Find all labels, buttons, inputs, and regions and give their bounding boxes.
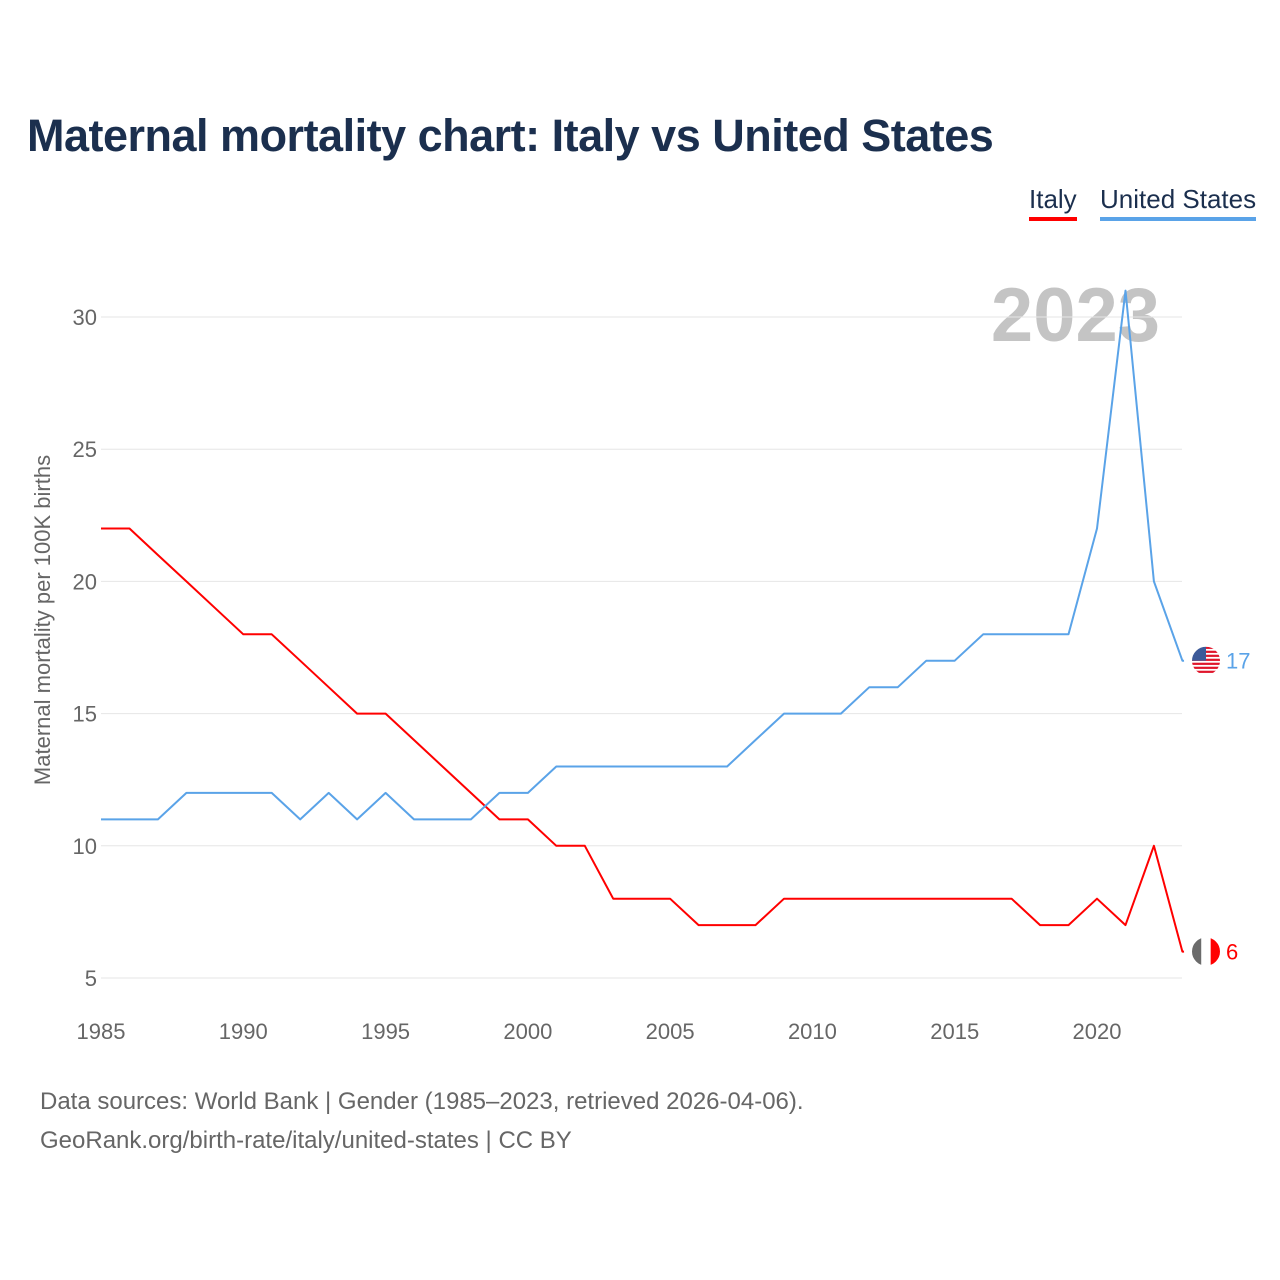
x-tick-label: 2005: [646, 1019, 695, 1044]
chart-title: Maternal mortality chart: Italy vs Unite…: [27, 110, 994, 161]
x-tick-label: 1985: [77, 1019, 126, 1044]
us-flag-icon: [1192, 670, 1220, 673]
x-tick-label: 2000: [503, 1019, 552, 1044]
y-tick-label: 30: [73, 305, 97, 330]
y-tick-label: 25: [73, 437, 97, 462]
x-tick-label: 2015: [930, 1019, 979, 1044]
italy-flag-icon: [1210, 937, 1220, 966]
series-line-united-states: [101, 289, 1192, 821]
x-tick-label: 2010: [788, 1019, 837, 1044]
footer-sources: Data sources: World Bank | Gender (1985–…: [40, 1088, 804, 1115]
y-tick-label: 15: [73, 702, 97, 727]
y-tick-label: 20: [73, 569, 97, 594]
us-flag-icon: [1192, 662, 1220, 665]
end-value-label: 17: [1226, 649, 1250, 674]
y-tick-label: 5: [85, 966, 97, 991]
legend-item-united-states[interactable]: United States: [1100, 184, 1257, 221]
x-tick-label: 2020: [1073, 1019, 1122, 1044]
x-tick-label: 1990: [219, 1019, 268, 1044]
flag-mask: [1184, 929, 1228, 974]
us-flag-icon: [1192, 666, 1220, 669]
year-watermark: 2023: [991, 273, 1160, 358]
italy-flag-icon: [1201, 937, 1211, 966]
flag-mask: [1184, 638, 1228, 683]
italy-flag-icon: [1192, 937, 1202, 966]
end-value-label: 6: [1226, 940, 1238, 965]
legend-item-italy[interactable]: Italy: [1029, 184, 1077, 221]
footer-link[interactable]: GeoRank.org/birth-rate/italy/united-stat…: [40, 1127, 572, 1154]
series-line-italy: [101, 527, 1192, 953]
y-tick-label: 10: [73, 834, 97, 859]
y-axis-label: Maternal mortality per 100K births: [30, 455, 55, 785]
x-tick-label: 1995: [361, 1019, 410, 1044]
